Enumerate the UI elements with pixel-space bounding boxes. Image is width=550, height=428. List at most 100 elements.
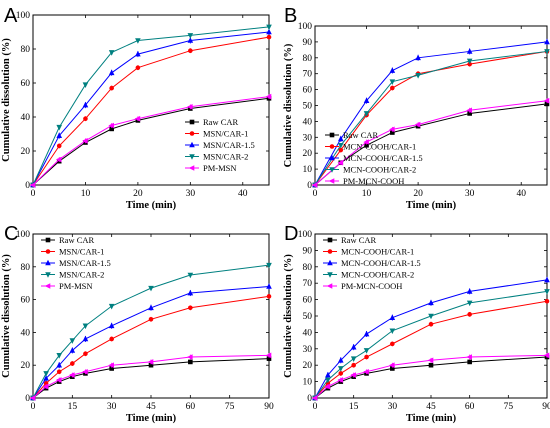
legend-label: Raw CAR: [343, 130, 379, 140]
data-point: [363, 97, 370, 104]
data-point: [389, 126, 395, 133]
y-axis-label: Cumulative dissolution (%): [283, 43, 294, 167]
series-3: [30, 28, 272, 188]
data-point: [337, 135, 344, 142]
data-point: [109, 126, 114, 132]
data-point: [414, 121, 421, 128]
series-4: [30, 262, 272, 402]
data-point: [389, 67, 396, 73]
y-tick-label: 10: [303, 378, 313, 388]
data-point: [544, 276, 550, 283]
legend-marker: [45, 272, 51, 278]
data-point: [83, 116, 88, 121]
x-axis-label: Time (min): [126, 200, 177, 211]
data-point: [187, 33, 194, 39]
legend-marker: [189, 141, 195, 148]
data-point: [70, 361, 75, 366]
y-tick-label: 20: [21, 361, 31, 371]
data-point: [364, 142, 369, 148]
legend-label: Raw CAR: [341, 235, 377, 245]
data-point: [82, 335, 89, 342]
legend-label: MSN/CAR-2: [59, 270, 104, 280]
data-point: [69, 347, 76, 353]
data-point: [350, 343, 357, 350]
data-point: [363, 111, 370, 117]
data-point: [109, 85, 114, 91]
legend-label: MCN-COOH/CAR-1: [343, 142, 416, 152]
data-point: [389, 314, 396, 320]
legend-label: MSN/CAR-1: [203, 129, 248, 139]
y-tick-label: 30: [303, 345, 313, 355]
data-point: [266, 262, 272, 269]
data-point: [187, 354, 193, 360]
y-tick-label: 0: [25, 394, 30, 404]
data-point: [55, 156, 62, 163]
data-point: [266, 28, 272, 35]
x-axis-label: Time (min): [126, 413, 177, 424]
y-tick-label: 90: [303, 38, 313, 48]
data-point: [338, 371, 344, 376]
data-point: [428, 321, 434, 327]
legend-label: MCN-COOH/CAR-1.5: [341, 258, 421, 268]
data-point: [187, 272, 194, 279]
series-5: [311, 97, 550, 188]
series-5: [311, 352, 550, 401]
data-point: [148, 316, 154, 322]
data-point: [265, 352, 272, 359]
panel-letter: B: [284, 5, 297, 27]
data-point: [467, 312, 472, 317]
data-point: [69, 338, 76, 344]
x-tick-label: 20: [413, 189, 423, 199]
y-axis-label: Cumulative dissolution (%): [1, 38, 12, 162]
data-point: [187, 289, 194, 296]
y-tick-label: 40: [303, 328, 313, 338]
x-tick-label: 30: [388, 402, 398, 412]
data-point: [543, 352, 550, 359]
x-tick-label: 0: [313, 402, 318, 412]
data-point: [390, 85, 395, 91]
legend-label: MSN/CAR-1: [59, 247, 104, 257]
data-point: [337, 142, 344, 149]
y-tick-label: 40: [21, 113, 31, 123]
data-point: [82, 82, 89, 88]
legend-label: MCN-COOH/CAR-2: [341, 270, 414, 280]
data-point: [363, 330, 370, 337]
legend-marker: [327, 259, 333, 266]
data-point: [55, 377, 62, 383]
panel-c: C 0 20 40 60 80 100 0 15 30 45 60 75 90 Time (min) Cumu…: [1, 223, 274, 424]
legend-label: MCN-COOH/CAR-2: [343, 165, 416, 175]
x-tick-label: 40: [516, 189, 526, 199]
y-axis-label: Cumulative dissolution (%): [1, 254, 12, 378]
data-point: [466, 58, 473, 65]
x-tick-label: 15: [68, 402, 78, 412]
y-tick-label: 20: [21, 147, 31, 157]
data-point: [82, 138, 88, 144]
y-tick-label: 100: [16, 230, 31, 240]
y-tick-label: 70: [303, 70, 313, 80]
legend-marker: [45, 249, 51, 254]
data-point: [56, 132, 63, 138]
legend-marker: [44, 283, 51, 289]
x-tick-label: 10: [362, 189, 372, 199]
data-point: [56, 124, 63, 131]
data-point: [544, 289, 550, 295]
data-point: [428, 299, 434, 306]
series-3: [312, 276, 550, 401]
legend-label: MSN/CAR-2: [203, 152, 248, 162]
legend-marker: [326, 283, 333, 289]
x-tick-label: 75: [225, 402, 235, 412]
y-tick-label: 50: [303, 312, 313, 322]
data-point: [544, 49, 550, 55]
data-point: [428, 362, 434, 368]
data-point: [415, 54, 421, 61]
y-tick-label: 50: [303, 102, 313, 112]
legend-label: MCN-COOH/CAR-1: [341, 247, 414, 257]
data-point: [135, 65, 141, 70]
data-point: [466, 300, 473, 307]
y-tick-label: 20: [303, 361, 313, 371]
data-point: [108, 69, 115, 76]
data-point: [390, 341, 395, 347]
data-point: [266, 294, 272, 299]
